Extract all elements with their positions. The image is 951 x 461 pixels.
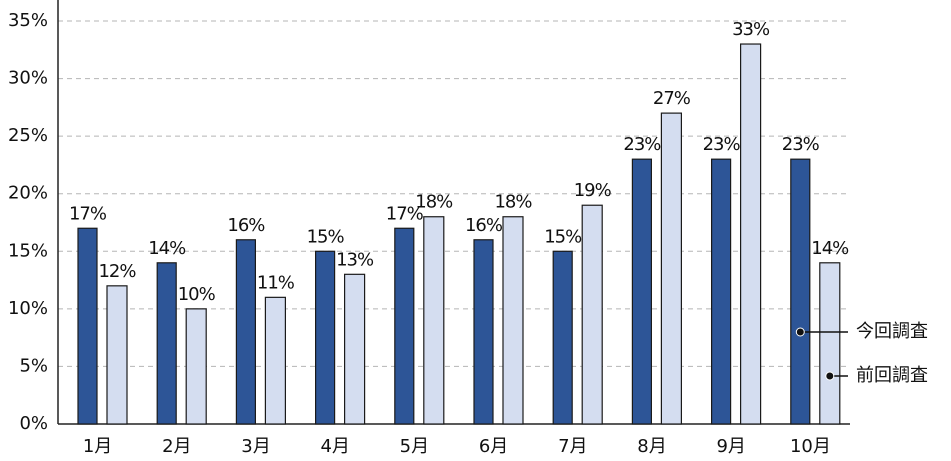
bar <box>423 216 445 425</box>
bar <box>185 308 207 425</box>
y-tick-label: 35% <box>8 10 48 31</box>
value-label: 11% <box>257 272 295 293</box>
y-tick-label: 20% <box>8 183 48 204</box>
bar <box>77 227 98 425</box>
value-label: 16% <box>227 215 265 236</box>
legend-label: 今回調査 <box>856 321 928 342</box>
value-label: 23% <box>703 134 741 155</box>
x-tick-label: 4月 <box>320 436 349 457</box>
x-tick-label: 6月 <box>479 436 508 457</box>
bar <box>552 250 573 425</box>
bar <box>394 227 415 425</box>
value-label: 33% <box>732 19 770 40</box>
value-label: 14% <box>811 238 849 259</box>
bar <box>235 239 256 425</box>
value-label: 18% <box>415 192 453 213</box>
value-label: 17% <box>69 203 107 224</box>
bar <box>264 296 286 425</box>
bar <box>790 158 811 425</box>
x-tick-label: 9月 <box>716 436 745 457</box>
bar <box>473 239 494 425</box>
bar <box>581 204 603 425</box>
bar <box>660 112 683 425</box>
x-tick-label: 10月 <box>790 436 831 457</box>
y-tick-label: 30% <box>8 68 48 89</box>
bar <box>710 158 732 425</box>
legend-dot <box>795 327 805 337</box>
value-label: 18% <box>494 192 532 213</box>
x-tick-label: 2月 <box>162 436 191 457</box>
value-label: 23% <box>623 134 661 155</box>
x-tick-label: 8月 <box>637 436 666 457</box>
x-tick-label: 3月 <box>241 436 270 457</box>
y-tick-label: 10% <box>8 298 48 319</box>
x-tick-label: 5月 <box>400 436 429 457</box>
value-label: 10% <box>178 284 216 305</box>
bar <box>315 250 336 425</box>
value-label: 14% <box>148 238 186 259</box>
bar <box>156 262 177 425</box>
y-tick-label: 15% <box>8 240 48 261</box>
x-tick-label: 7月 <box>558 436 587 457</box>
legend-label: 前回調査 <box>856 365 928 386</box>
y-tick-label: 5% <box>19 355 48 376</box>
y-tick-label: 25% <box>8 125 48 146</box>
value-label: 19% <box>574 180 612 201</box>
bar <box>631 158 653 425</box>
value-label: 16% <box>465 215 503 236</box>
value-label: 23% <box>782 134 820 155</box>
value-label: 17% <box>386 203 424 224</box>
bar <box>344 273 366 425</box>
value-label: 12% <box>98 261 136 282</box>
x-tick-label: 1月 <box>83 436 112 457</box>
value-label: 15% <box>307 226 345 247</box>
bar <box>502 216 524 425</box>
value-label: 13% <box>336 249 374 270</box>
y-tick-label: 0% <box>19 413 48 434</box>
value-label: 15% <box>544 226 582 247</box>
bar <box>819 262 841 425</box>
bar <box>739 43 762 425</box>
legend-dot <box>825 371 835 381</box>
value-label: 27% <box>653 88 691 109</box>
bar <box>106 285 128 425</box>
